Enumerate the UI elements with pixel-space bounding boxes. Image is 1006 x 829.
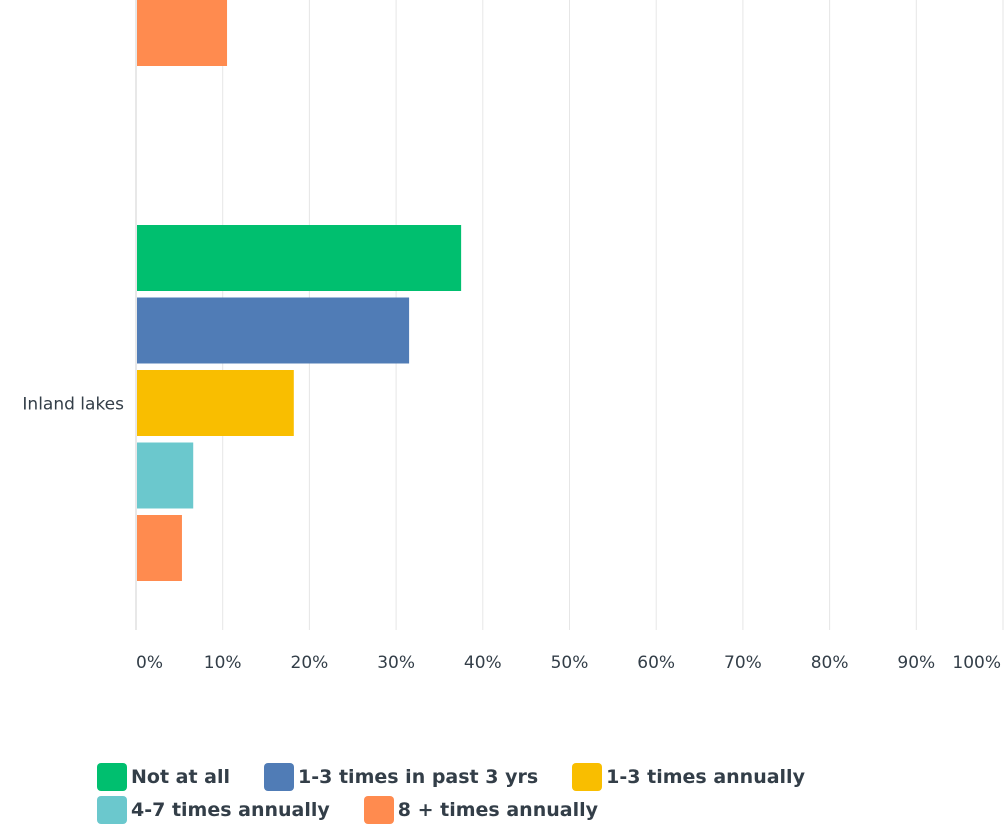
bar	[137, 442, 194, 509]
bar	[137, 297, 410, 364]
x-tick-label: 10%	[204, 653, 242, 673]
bar	[137, 0, 228, 66]
x-tick-label: 0%	[136, 653, 163, 673]
x-tick-label: 80%	[811, 653, 849, 673]
bar	[137, 370, 294, 436]
legend-item-8-plus-annually[interactable]: 8 + times annually	[363, 795, 598, 824]
x-tick-label: 50%	[551, 653, 589, 673]
legend-swatch	[264, 762, 295, 791]
legend-label: 1-3 times in past 3 yrs	[298, 765, 539, 788]
category-label: Inland lakes	[22, 394, 124, 414]
x-tick-label: 60%	[637, 653, 675, 673]
x-tick-label: 20%	[291, 653, 329, 673]
legend-row-1: Not at all 1-3 times in past 3 yrs 1-3 t…	[97, 760, 977, 793]
legend-swatch	[572, 762, 603, 791]
legend-row-2: 4-7 times annually 8 + times annually	[97, 793, 977, 826]
x-tick-label: 30%	[377, 653, 415, 673]
legend-item-1-3-annually[interactable]: 1-3 times annually	[572, 762, 805, 791]
x-tick-labels: 0% 10% 20% 30% 40% 50% 60% 70% 80% 90% 100%	[136, 653, 1001, 673]
legend-swatch	[363, 795, 394, 824]
bars	[137, 0, 462, 581]
legend: Not at all 1-3 times in past 3 yrs 1-3 t…	[97, 760, 977, 826]
legend-item-4-7-annually[interactable]: 4-7 times annually	[97, 795, 330, 824]
bar	[137, 515, 182, 581]
x-tick-label: 40%	[464, 653, 502, 673]
legend-label: 8 + times annually	[397, 798, 598, 821]
legend-label: Not at all	[131, 765, 231, 788]
bar-chart: 0% 10% 20% 30% 40% 50% 60% 70% 80% 90% 100% Inland…	[22, 0, 1004, 673]
legend-item-not-at-all[interactable]: Not at all	[97, 762, 231, 791]
legend-swatch	[97, 762, 127, 791]
legend-label: 1-3 times annually	[606, 765, 805, 788]
gridlines	[222, 0, 1004, 630]
legend-swatch	[97, 795, 127, 824]
legend-label: 4-7 times annually	[131, 798, 330, 821]
category-labels: Inland lakes	[22, 394, 124, 414]
x-tick-label: 70%	[724, 653, 762, 673]
legend-item-1-3-past-3-yrs[interactable]: 1-3 times in past 3 yrs	[264, 762, 539, 791]
bar	[137, 225, 462, 291]
x-tick-label: 90%	[897, 653, 935, 673]
x-tick-label: 100%	[952, 653, 1001, 673]
